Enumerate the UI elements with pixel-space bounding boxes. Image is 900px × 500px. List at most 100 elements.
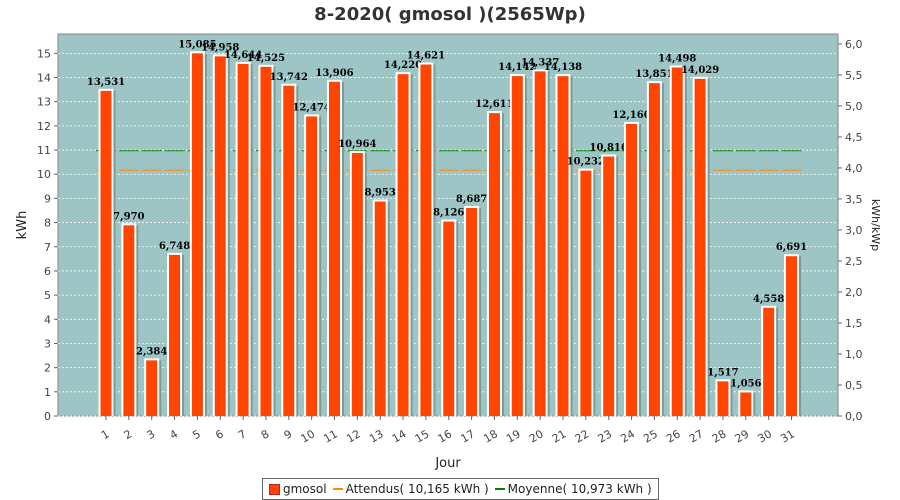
bar xyxy=(740,392,752,416)
y-tick-label: 10 xyxy=(37,168,51,181)
bar xyxy=(626,124,638,416)
bar xyxy=(717,381,729,416)
chart-legend: gmosol Attendus( 10,165 kWh ) Moyenne( 1… xyxy=(262,478,659,500)
bar-value-label: 1,056 xyxy=(730,378,761,389)
bar-value-label: 14,621 xyxy=(407,51,445,62)
y-tick-label: 0 xyxy=(44,410,51,423)
bar xyxy=(123,225,135,416)
x-tick-label: 2 xyxy=(122,427,135,442)
bar xyxy=(786,256,797,416)
bar-value-label: 13,906 xyxy=(315,68,353,79)
x-tick-label: 20 xyxy=(527,427,546,445)
bar xyxy=(694,78,706,417)
bar-value-label: 10,964 xyxy=(338,139,376,150)
bar-value-label: 14,958 xyxy=(201,42,239,53)
x-tick-label: 5 xyxy=(190,427,203,442)
x-tick-label: 12 xyxy=(344,427,363,445)
x-tick-label: 26 xyxy=(664,427,683,445)
bar-value-label: 10,816 xyxy=(590,142,628,153)
x-tick-label: 16 xyxy=(436,427,455,445)
x-tick-label: 22 xyxy=(573,427,592,445)
x-tick-label: 13 xyxy=(367,427,386,445)
y-tick-label: 2 xyxy=(44,362,51,375)
bar-value-label: 8,687 xyxy=(456,194,487,205)
bar xyxy=(306,116,318,416)
bar xyxy=(329,81,340,416)
legend-swatch-gmosol xyxy=(269,483,280,495)
y2-tick-label: 6,0 xyxy=(845,38,863,51)
x-tick-label: 8 xyxy=(259,427,272,442)
bar-value-label: 8,126 xyxy=(433,208,464,219)
legend-swatch-moyenne xyxy=(494,488,505,490)
y2-tick-label: 4,0 xyxy=(845,162,863,175)
y2-tick-label: 0,0 xyxy=(845,410,863,423)
x-tick-label: 7 xyxy=(236,427,249,442)
bar-value-label: 14,138 xyxy=(544,62,582,73)
bar-value-label: 1,517 xyxy=(707,367,738,378)
bar-value-label: 12,474 xyxy=(293,102,331,113)
x-tick-label: 9 xyxy=(282,427,295,442)
x-tick-label: 17 xyxy=(458,427,477,445)
legend-item-attendus: Attendus( 10,165 kWh ) xyxy=(332,482,489,496)
x-tick-label: 11 xyxy=(321,427,340,445)
y-tick-label: 14 xyxy=(37,72,51,85)
x-tick-label: 25 xyxy=(641,427,660,445)
bar-value-label: 13,742 xyxy=(270,72,308,83)
y2-tick-label: 2,5 xyxy=(845,255,863,268)
bar xyxy=(466,207,478,416)
legend-label-moyenne: Moyenne( 10,973 kWh ) xyxy=(507,482,652,496)
y-tick-label: 4 xyxy=(44,313,51,326)
bar xyxy=(557,76,569,417)
bar-value-label: 4,558 xyxy=(753,294,784,305)
bar-value-label: 14,337 xyxy=(521,57,559,68)
bar xyxy=(169,254,181,416)
bar xyxy=(671,67,683,417)
y-tick-label: 12 xyxy=(37,120,51,133)
legend-item-moyenne: Moyenne( 10,973 kWh ) xyxy=(494,482,652,496)
y2-tick-label: 2,0 xyxy=(845,286,863,299)
y2-tick-label: 3,5 xyxy=(845,193,863,206)
x-tick-label: 14 xyxy=(390,427,409,445)
bar xyxy=(237,63,249,417)
bar-value-label: 14,220 xyxy=(384,60,422,71)
bar xyxy=(534,71,546,416)
bar xyxy=(374,201,386,416)
bar-value-label: 7,970 xyxy=(113,211,144,222)
y2-tick-label: 1,5 xyxy=(845,317,863,330)
y-tick-label: 11 xyxy=(37,144,51,157)
x-tick-label: 1 xyxy=(99,427,112,442)
bar-value-label: 15,085 xyxy=(178,39,216,50)
x-tick-label: 4 xyxy=(167,427,180,442)
bar xyxy=(580,170,592,416)
y2-axis-title: kWh/kWp xyxy=(869,199,882,251)
bar xyxy=(397,74,409,416)
y-tick-label: 15 xyxy=(37,47,51,60)
y2-tick-label: 5,0 xyxy=(845,100,863,113)
x-tick-label: 29 xyxy=(733,427,752,445)
x-tick-label: 21 xyxy=(550,427,569,445)
x-tick-label: 27 xyxy=(687,427,706,445)
x-tick-label: 15 xyxy=(413,427,432,445)
y-tick-label: 6 xyxy=(44,265,51,278)
bar-value-label: 6,748 xyxy=(159,241,190,252)
bar xyxy=(420,64,432,416)
x-tick-label: 24 xyxy=(618,427,637,445)
x-tick-label: 30 xyxy=(756,427,775,445)
bar xyxy=(214,56,226,417)
bar xyxy=(260,66,272,416)
y2-tick-label: 3,0 xyxy=(845,224,863,237)
y-axis-title: kWh xyxy=(15,211,30,240)
bar xyxy=(443,221,455,416)
bar xyxy=(146,360,158,416)
x-tick-label: 31 xyxy=(778,427,797,445)
y-tick-label: 5 xyxy=(44,289,51,302)
bar xyxy=(603,156,615,416)
y-tick-label: 9 xyxy=(44,192,51,205)
bar xyxy=(648,83,660,416)
bar-value-label: 14,029 xyxy=(681,65,719,76)
bar-value-label: 14,525 xyxy=(247,53,285,64)
y-tick-label: 1 xyxy=(44,386,51,399)
x-tick-label: 28 xyxy=(710,427,729,445)
legend-item-gmosol: gmosol xyxy=(269,482,327,496)
